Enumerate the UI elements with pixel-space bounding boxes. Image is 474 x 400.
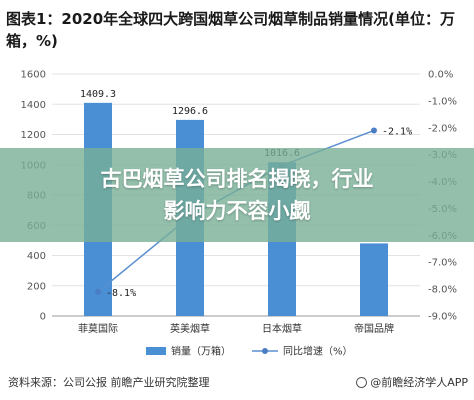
left-tick-label: 1600 — [21, 70, 46, 81]
right-tick-label: 0.0% — [428, 70, 453, 81]
left-tick-label: 400 — [27, 251, 46, 262]
category-label: 日本烟草 — [262, 322, 302, 335]
headline-line-1: 古巴烟草公司排名揭晓，行业 — [100, 167, 374, 191]
line-labels: -8.1% -2.1% — [106, 126, 412, 298]
headline-banner: 古巴烟草公司排名揭晓，行业 影响力不容小觑 — [0, 148, 474, 242]
right-tick-label: -9.0% — [428, 312, 457, 323]
brand-logo-icon — [356, 376, 368, 388]
growth-value-label: -2.1% — [382, 126, 412, 137]
legend: 销量（万箱） 同比增速（%） — [146, 345, 353, 358]
right-tick-label: -2.0% — [428, 123, 457, 134]
category-label: 菲莫国际 — [78, 323, 118, 335]
legend-bar-label: 销量（万箱） — [171, 345, 231, 358]
grid-lines — [52, 73, 420, 317]
footer: 资料来源：公司公报 前瞻产业研究院整理 @前瞻经济学人APP — [0, 368, 474, 400]
left-tick-label: 0 — [40, 312, 46, 323]
chart-title: 图表1：2020年全球四大跨国烟草公司烟草制品销量情况(单位：万箱，%) — [6, 10, 456, 50]
source-note: 资料来源：公司公报 前瞻产业研究院整理 — [8, 376, 210, 389]
bar — [360, 243, 388, 316]
brand-credit: @前瞻经济学人APP — [356, 374, 468, 390]
right-tick-label: -8.0% — [428, 285, 457, 296]
left-tick-label: 200 — [27, 281, 46, 292]
growth-value-label: -8.1% — [106, 288, 136, 299]
left-tick-label: 1400 — [21, 100, 46, 111]
growth-point — [95, 288, 101, 295]
growth-point — [371, 127, 377, 134]
category-label: 英美烟草 — [170, 322, 210, 335]
bar-value-label: 1409.3 — [80, 89, 116, 100]
legend-line-label: 同比增速（%） — [283, 345, 353, 358]
category-label: 帝国品牌 — [354, 322, 394, 335]
headline-line-2: 影响力不容小觑 — [163, 199, 311, 223]
brand-text: @前瞻经济学人APP — [370, 376, 468, 389]
left-tick-label: 1200 — [21, 130, 46, 141]
legend-line-marker — [262, 348, 268, 354]
right-tick-label: -1.0% — [428, 96, 457, 107]
category-labels: 菲莫国际 英美烟草 日本烟草 帝国品牌 — [78, 322, 394, 335]
legend-bar-swatch — [146, 347, 166, 355]
bar-value-label: 1296.6 — [172, 106, 208, 117]
right-tick-label: -7.0% — [428, 258, 457, 269]
